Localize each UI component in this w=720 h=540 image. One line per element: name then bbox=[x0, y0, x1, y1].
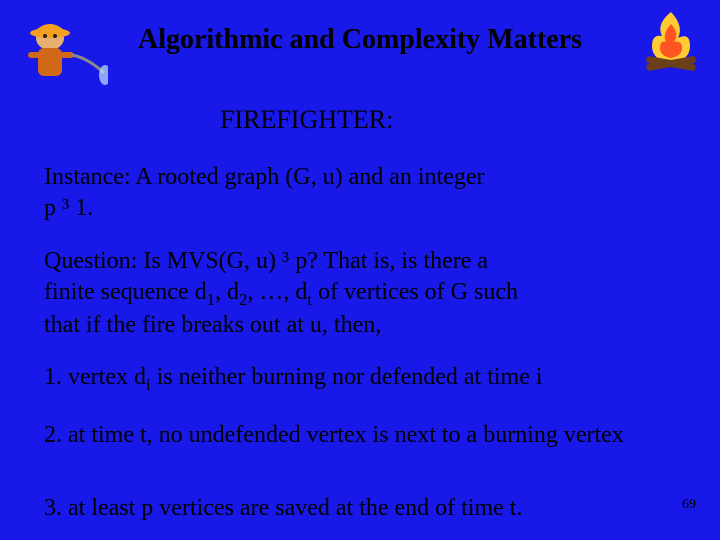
question-line2-pre: finite sequence d bbox=[44, 279, 207, 305]
question-pre: Question: Is MVS(G, u) bbox=[44, 248, 282, 274]
question-post-a: p? That is, is there a bbox=[289, 248, 488, 274]
question-paragraph: Question: Is MVS(G, u) ³ p? That is, is … bbox=[44, 246, 676, 341]
item-2: 2. at time t, no undefended vertex is ne… bbox=[44, 420, 676, 451]
slide-subtitle: FIREFIGHTER: bbox=[220, 105, 393, 135]
item-3: 3. at least p vertices are saved at the … bbox=[44, 493, 676, 524]
question-line2-mid1: , d bbox=[215, 279, 239, 305]
slide-number: 69 bbox=[682, 497, 696, 513]
instance-line1: Instance: A rooted graph (G, u) and an i… bbox=[44, 164, 485, 190]
sub-1: 1 bbox=[207, 290, 215, 309]
instance-line2-pre: p bbox=[44, 195, 62, 221]
item1-post: is neither burning nor defended at time … bbox=[151, 364, 543, 390]
question-line2-post: of vertices of G such bbox=[312, 279, 518, 305]
instance-line2-post: 1. bbox=[69, 195, 93, 221]
item-1: 1. vertex di is neither burning nor defe… bbox=[44, 362, 676, 395]
question-line3: that if the fire breaks out at u, then, bbox=[44, 312, 381, 338]
instance-paragraph: Instance: A rooted graph (G, u) and an i… bbox=[44, 162, 676, 223]
item1-pre: 1. vertex d bbox=[44, 364, 146, 390]
question-line2-mid2: , …, d bbox=[247, 279, 307, 305]
slide-title: Algorithmic and Complexity Matters bbox=[0, 24, 720, 56]
